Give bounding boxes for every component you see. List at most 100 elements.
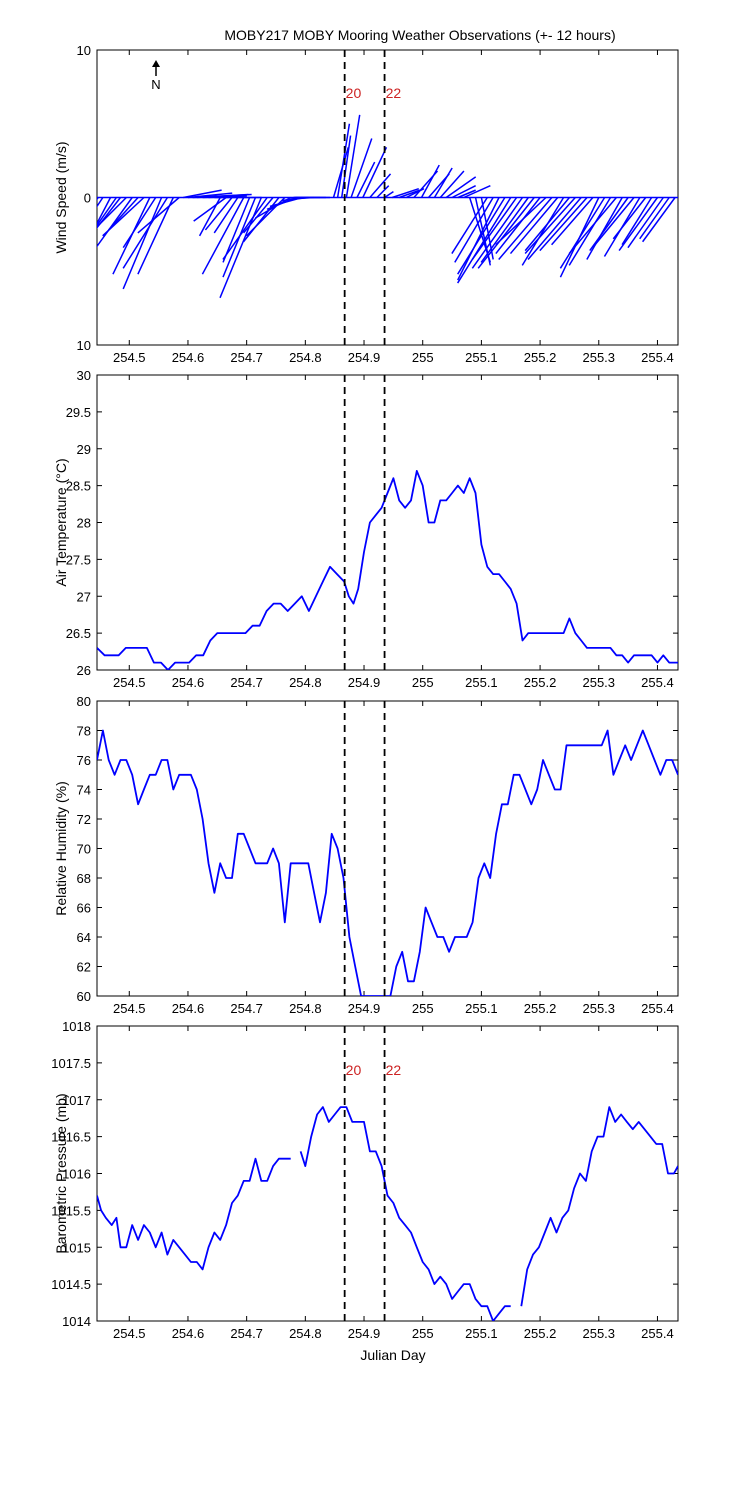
air-temperature-y-tick-label: 28.5 [66,479,91,494]
wind-stick [242,197,280,243]
barometric-pressure-series-line [97,1157,291,1271]
wind-x-tick-label: 255.3 [582,350,615,365]
barometric-pressure-x-tick-label: 254.6 [172,1326,205,1341]
barometric-pressure-x-tick-label: 254.8 [289,1326,322,1341]
barometric-pressure-marker-label: 20 [346,1062,362,1078]
air-temperature-x-tick-label: 255.3 [582,675,615,690]
barometric-pressure-marker-label: 22 [386,1062,402,1078]
air-temperature-y-tick-label: 26 [77,663,91,678]
wind-stick [463,185,491,199]
wind-stick [213,197,239,234]
air-temperature-x-tick-label: 255 [412,675,434,690]
barometric-pressure-x-tick-label: 255.3 [582,1326,615,1341]
wind-stick [439,170,465,198]
wind-y-tick-label: 10 [77,43,91,58]
air-temperature-y-tick-label: 26.5 [66,626,91,641]
barometric-pressure-x-tick-label: 254.7 [230,1326,263,1341]
wind-stick [97,197,117,227]
relative-humidity-y-tick-label: 62 [77,960,91,975]
wind-stick [183,189,222,199]
wind-stick [137,197,174,275]
wind-stick [219,197,263,299]
wind-stick [524,197,571,252]
wind-stick [345,114,361,198]
wind-stick [586,197,623,260]
wind-stick [433,167,453,198]
wind-stick [524,196,576,255]
relative-humidity-x-tick-label: 255.1 [465,1001,498,1016]
relative-humidity-y-tick-label: 78 [77,724,91,739]
wind-stick [621,197,653,246]
relative-humidity-x-tick-label: 255 [412,1001,434,1016]
wind-stick [589,197,629,252]
wind-stick [568,197,612,266]
wind-stick [457,197,506,275]
wind-stick [471,197,518,260]
air-temperature-y-tick-label: 29.5 [66,405,91,420]
air-temperature-x-tick-label: 255.2 [524,675,557,690]
air-temperature-y-tick-label: 27 [77,589,91,604]
barometric-pressure-y-tick-label: 1016.5 [51,1130,91,1145]
wind-stick [457,189,476,199]
wind-stick [97,197,112,226]
wind-stick [336,123,351,198]
barometric-pressure-panel: 254.5 254.6 254.7 254.8 254.9 255 255.1 255.2 25… [51,1019,679,1341]
wind-stick [97,197,99,201]
wind-stick [495,197,541,255]
wind-stick [102,196,145,237]
relative-humidity-panel: 254.5 254.6 254.7 254.8 254.9 255 255.1 255.2 25… [53,694,679,1016]
barometric-pressure-x-tick-label: 255.2 [524,1326,557,1341]
wind-stick [384,190,394,199]
barometric-pressure-y-tick-label: 1016 [62,1167,91,1182]
wind-panel: 254.5 254.6 254.7 254.8 254.9 255 255.1 255.2 25… [53,43,679,365]
relative-humidity-x-tick-label: 255.3 [582,1001,615,1016]
relative-humidity-x-tick-label: 255.4 [641,1001,674,1016]
wind-stick [97,196,127,228]
wind-stick [97,197,104,208]
wind-stick [350,138,373,198]
relative-humidity-y-tick-label: 70 [77,842,91,857]
relative-humidity-y-tick-label: 72 [77,812,91,827]
wind-stick [204,197,233,231]
wind-stick [521,197,565,266]
wind-stick [137,196,180,234]
relative-humidity-y-tick-label: 60 [77,989,91,1004]
wind-stick [376,185,390,199]
barometric-pressure-series-line [299,1106,511,1321]
north-label: N [151,77,160,92]
relative-humidity-y-tick-label: 76 [77,753,91,768]
wind-stick [639,197,670,240]
wind-stick [551,197,594,246]
wind-stick [122,197,163,290]
air-temperature-x-tick-label: 255.4 [641,675,674,690]
wind-stick [420,164,440,198]
figure-title: MOBY217 MOBY Mooring Weather Observation… [224,27,615,43]
relative-humidity-x-tick-label: 254.6 [172,1001,205,1016]
wind-y-axis-label: Wind Speed (m/s) [53,141,69,253]
barometric-pressure-y-tick-label: 1017.5 [51,1056,91,1071]
x-axis-label: Julian Day [360,1347,425,1363]
wind-stick [193,196,227,222]
air-temperature-y-tick-label: 28 [77,516,91,531]
barometric-pressure-x-tick-label: 254.9 [348,1326,381,1341]
relative-humidity-x-tick-label: 254.7 [230,1001,263,1016]
relative-humidity-y-axis-label: Relative Humidity (%) [53,781,69,916]
barometric-pressure-y-axis-label: Barometric Pressure (mb) [53,1093,69,1253]
air-temperature-y-tick-label: 29 [77,442,91,457]
barometric-pressure-y-tick-label: 1015.5 [51,1203,91,1218]
north-arrowhead-icon [152,60,160,67]
wind-x-tick-label: 254.6 [172,350,205,365]
wind-stick [592,197,635,249]
wind-stick [340,135,352,198]
air-temperature-x-tick-label: 254.8 [289,675,322,690]
relative-humidity-x-tick-label: 255.2 [524,1001,557,1016]
barometric-pressure-y-tick-label: 1014 [62,1314,91,1329]
wind-stick [222,197,251,263]
air-temperature-x-tick-label: 254.6 [172,675,205,690]
air-temperature-x-tick-label: 254.7 [230,675,263,690]
wind-stick [642,197,676,243]
barometric-pressure-y-tick-label: 1017 [62,1093,91,1108]
wind-x-tick-label: 255.2 [524,350,557,365]
relative-humidity-x-tick-label: 254.5 [113,1001,146,1016]
